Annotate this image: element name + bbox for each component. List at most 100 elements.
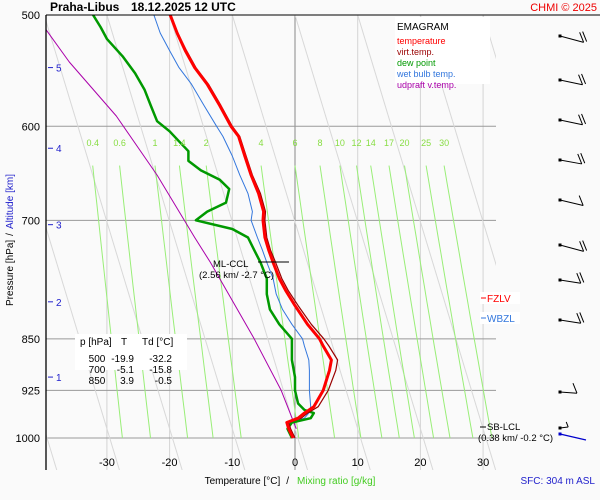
legend-box: [395, 17, 490, 84]
barb-feather: [579, 32, 585, 43]
table-cell: 850: [89, 376, 106, 387]
mixing-ratio-line: [178, 165, 214, 439]
mixing-ratio-labels: 0.4 0.6 1 1.4 2 4 6 8 10 12 14 17 20 25 30: [86, 138, 449, 148]
station-name: Praha-Libus: [50, 0, 120, 14]
barb-feather: [579, 272, 585, 283]
temperature-tick-label: 10: [352, 457, 364, 469]
pressure-tick-label: 700: [22, 215, 40, 227]
ml-ccl-value: (2.56 km/ -2.7 °C): [199, 270, 274, 281]
wind-barbs: [558, 31, 588, 441]
wind-barb: [558, 113, 587, 126]
barb-feather: [576, 273, 582, 284]
mixing-ratio-line: [319, 165, 362, 439]
mixing-ratio-label: 20: [399, 138, 409, 148]
dry-adiabat: [546, 15, 600, 470]
table-cell: 700: [89, 365, 106, 376]
altitude-tick-label: 4: [56, 144, 62, 155]
barb-feather: [581, 113, 587, 125]
wind-barb: [558, 312, 585, 324]
wind-barb: [558, 272, 585, 284]
barb-feather: [577, 153, 583, 165]
mixing-ratio-label: 12: [351, 138, 361, 148]
legend-entry: temperature: [397, 36, 446, 46]
barb-station-dot: [558, 78, 562, 82]
barb-staff: [559, 319, 581, 324]
y-axis-label-altitude: Altitude [km]: [5, 174, 16, 229]
mixing-ratio-label: 0.4: [86, 138, 99, 148]
mixing-ratio-label: 0.6: [113, 138, 126, 148]
altitude-tick-label: 1: [56, 373, 62, 384]
barb-station-dot: [558, 34, 562, 38]
barb-staff: [559, 391, 578, 394]
wind-barb: [558, 73, 587, 86]
barb-feather: [579, 241, 585, 252]
altitude-tick-label: 2: [56, 298, 62, 309]
mixing-ratio-label: 17: [384, 138, 394, 148]
temperature-tick-label: 30: [477, 457, 489, 469]
table-cell: -15.8: [149, 365, 172, 376]
wbzl-bg: [480, 312, 520, 324]
mixing-ratio-layer: [92, 165, 493, 439]
barb-staff: [559, 159, 582, 165]
mixing-ratio-line: [119, 165, 151, 439]
mixing-ratio-line: [92, 165, 123, 439]
mixing-ratio-line: [205, 165, 242, 439]
barb-feather: [579, 312, 585, 323]
mixing-ratio-line: [260, 165, 300, 439]
pressure-tick-label: 600: [22, 121, 40, 133]
barb-feather: [581, 73, 587, 85]
surface-wind-arrow: [559, 433, 587, 441]
mixing-ratio-label: 14: [366, 138, 376, 148]
mixing-ratio-label: 4: [259, 138, 264, 148]
mixing-ratio-line: [154, 165, 189, 439]
surface-wind-dot: [558, 432, 562, 436]
series-udpraft-v-temp: [46, 28, 297, 429]
barb-staff: [559, 279, 581, 284]
mixing-ratio-label: 2: [204, 138, 209, 148]
dry-adiabat: [357, 15, 496, 470]
table-cell: -19.9: [111, 354, 134, 365]
y-axis-label: Pressure [hPa] / Altitude [km]: [5, 174, 16, 306]
dry-adiabat: [46, 19, 183, 470]
x-axis-label-temperature: Temperature [°C]: [205, 476, 281, 487]
barb-station-dot: [558, 426, 562, 430]
dry-adiabat: [419, 15, 496, 267]
table-header: p [hPa]: [80, 337, 112, 348]
barb-station-dot: [558, 158, 562, 162]
pressure-tick-label: 925: [22, 385, 40, 397]
mixing-ratio-line: [443, 165, 493, 439]
barb-station-dot: [558, 390, 562, 394]
series-virt-temp: [170, 15, 339, 439]
data-table: p [hPa] T Td [°C] 500 -19.9 -32.2 700 -5.1 -15.8…: [80, 337, 173, 387]
mixing-ratio-line: [425, 165, 474, 439]
mixing-ratio-line: [370, 165, 415, 439]
barb-feather: [578, 74, 584, 85]
mixing-ratio-label: 25: [421, 138, 431, 148]
legend-entry: dew point: [397, 58, 436, 68]
barb-feather: [578, 195, 584, 206]
copyright: CHMI © 2025: [530, 2, 597, 14]
data-table-bg: [75, 334, 187, 370]
wind-barb: [558, 195, 584, 207]
y-axis-separator: /: [5, 233, 16, 236]
mixing-ratio-label: 8: [318, 138, 323, 148]
barb-staff: [559, 35, 584, 43]
barb-feather: [578, 114, 584, 125]
table-cell: 3.9: [120, 376, 134, 387]
wind-barb: [558, 152, 586, 165]
barb-feather: [580, 152, 586, 164]
mixing-ratio-line: [339, 165, 383, 439]
fzlv-bg: [480, 292, 520, 304]
barb-station-dot: [558, 243, 562, 247]
surface-altitude: SFC: 304 m ASL: [521, 476, 596, 487]
pressure-tick-label: 850: [22, 334, 40, 346]
legend-entry: virt.temp.: [397, 47, 434, 57]
wbzl-label: WBZL: [487, 314, 515, 325]
y-axis-label-pressure: Pressure [hPa]: [5, 240, 16, 306]
pressure-tick-label: 500: [22, 10, 40, 22]
fzlv-label: FZLV: [487, 294, 511, 305]
sb-lcl-value: (0.38 km/ -0.2 °C): [478, 433, 553, 444]
mixing-ratio-label: 1.4: [173, 138, 186, 148]
chart-title: EMAGRAM: [397, 22, 449, 33]
